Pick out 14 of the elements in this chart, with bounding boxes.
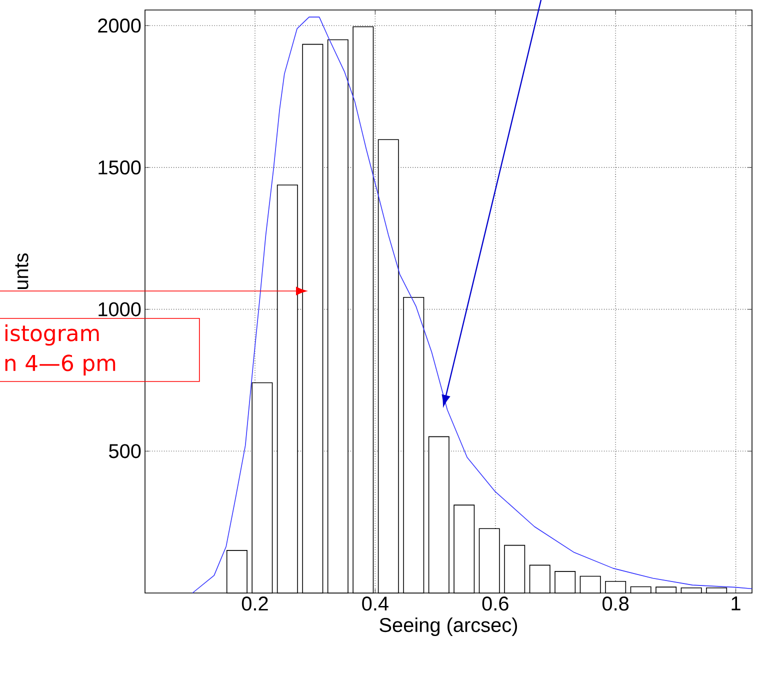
text: n 4—6 pm [5, 354, 116, 376]
y-tick-label: 1000 [98, 302, 141, 316]
y-tick-label: 2000 [98, 18, 141, 33]
x-tick-label: 0.4 [362, 596, 388, 611]
y-tick-label: 500 [109, 444, 141, 458]
x-tick-label: 0.8 [602, 596, 629, 611]
y-tick-label: 1500 [98, 160, 141, 174]
x-tick-label: 0.2 [242, 596, 268, 611]
x-tick-label: 1 [732, 596, 740, 610]
text: istogram [5, 324, 99, 346]
line-series [192, 16, 752, 594]
x-tick-label: 0.6 [482, 596, 508, 611]
y-axis-title: unts [15, 253, 28, 290]
x-axis-title: Seeing (arcsec) [380, 617, 518, 636]
